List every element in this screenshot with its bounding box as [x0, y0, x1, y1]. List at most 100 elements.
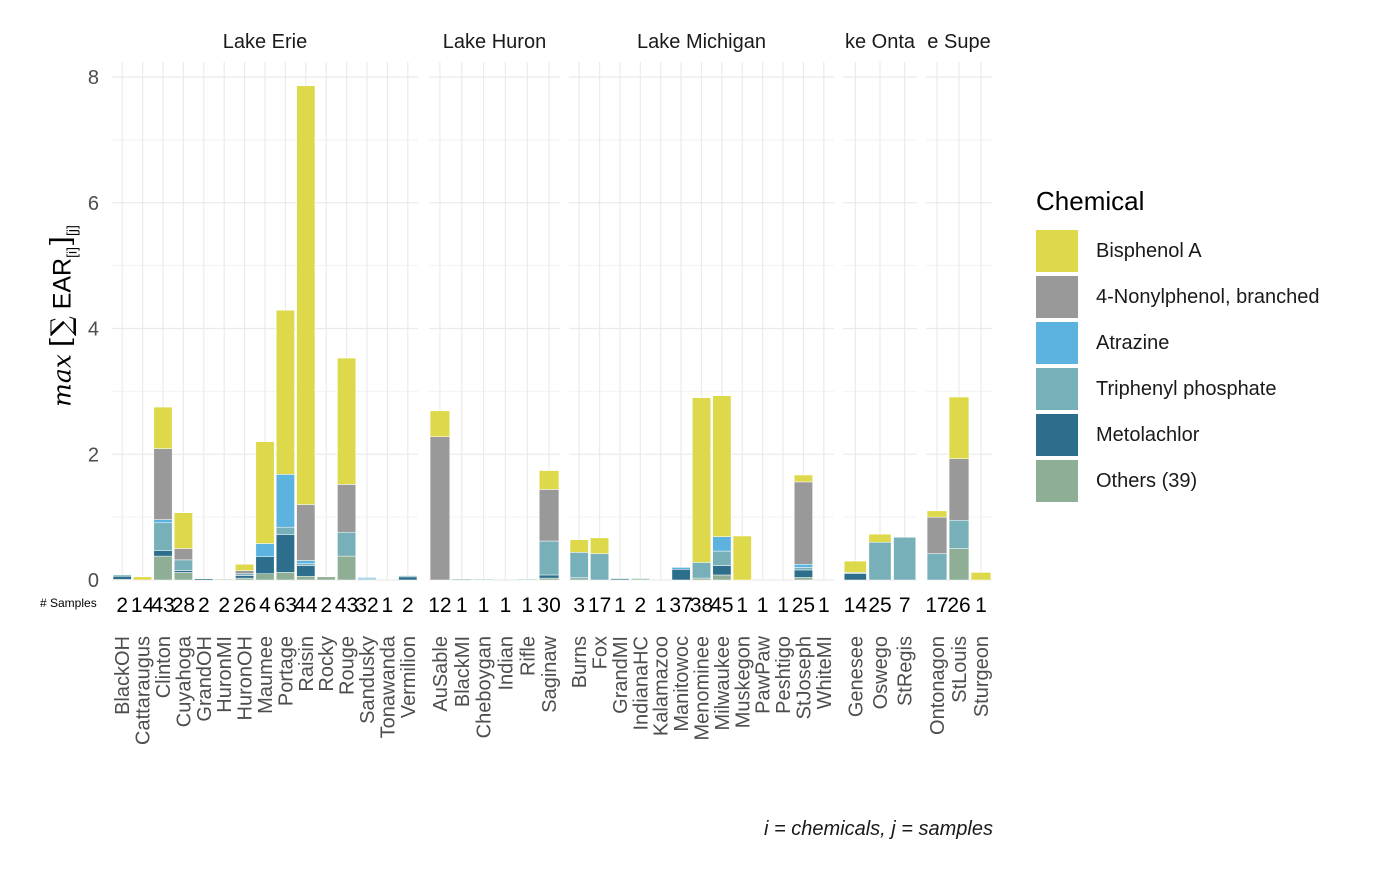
bar-segment: [194, 578, 214, 581]
x-tick-label: Vermilion: [398, 636, 420, 718]
bar-segment: [712, 395, 732, 537]
bar-segment: [275, 572, 295, 581]
bar-segment: [337, 484, 357, 533]
x-tick-label: Clinton: [153, 636, 175, 698]
x-tick-label: BlackOH: [112, 636, 134, 715]
sample-count: 63: [274, 594, 297, 617]
sample-count: 2: [320, 594, 332, 617]
legend-swatch: [1036, 460, 1078, 502]
bar-segment: [843, 560, 867, 573]
bar-segment: [173, 548, 193, 561]
bar-segment: [275, 310, 295, 475]
y-tick-label: 8: [88, 67, 99, 89]
bar-segment: [868, 533, 892, 543]
x-tick-label: Saginaw: [539, 635, 561, 712]
bar-segment: [794, 577, 813, 581]
bar-segment: [630, 577, 650, 580]
x-tick-label: WhiteMI: [814, 636, 836, 709]
bar-segment: [948, 396, 970, 459]
sample-count: 32: [355, 594, 378, 617]
x-tick-label: BlackMI: [452, 636, 474, 707]
legend-label: Atrazine: [1096, 331, 1170, 354]
y-tick-label: 2: [88, 444, 99, 466]
bar-segment: [610, 577, 630, 580]
bar-segment: [429, 436, 450, 581]
sample-count: 2: [402, 594, 414, 617]
bar-segment: [275, 534, 295, 573]
bar-segment: [153, 448, 173, 520]
bar-segment: [451, 578, 472, 580]
bar-segment: [235, 564, 255, 571]
x-tick-label: StJoseph: [793, 636, 815, 719]
bar-segment: [569, 552, 589, 578]
bar-segment: [173, 570, 193, 573]
bar-segment: [133, 576, 153, 581]
bar-segment: [712, 565, 732, 576]
sample-count: 17: [588, 594, 611, 617]
legend-label: Triphenyl phosphate: [1096, 377, 1277, 400]
bar-segment: [275, 474, 295, 528]
bar-segment: [296, 563, 316, 566]
bar-segment: [948, 458, 970, 521]
bar-segment: [843, 573, 867, 581]
sample-count: 25: [868, 594, 891, 617]
sample-count: 1: [975, 594, 987, 617]
facet-strip-label: Lake Huron: [443, 31, 546, 53]
sample-count: 30: [537, 594, 560, 617]
sample-count: 12: [428, 594, 451, 617]
sample-count: 38: [690, 594, 713, 617]
bar-segment: [517, 579, 538, 581]
bar-segment: [948, 548, 970, 581]
bar-segment: [712, 550, 732, 566]
sample-count: 1: [818, 594, 830, 617]
y-tick-label: 6: [88, 193, 99, 215]
x-tick-label: Cuyahoga: [173, 635, 195, 727]
x-tick-label: Milwaukee: [712, 636, 734, 730]
bar-segment: [235, 570, 255, 574]
legend-swatch: [1036, 414, 1078, 456]
legend: Chemical Bisphenol A 4-Nonylphenol, branc…: [1036, 184, 1376, 504]
sample-count: 4: [259, 594, 271, 617]
bar-segment: [153, 519, 173, 524]
sample-count: 7: [899, 594, 911, 617]
bar-segment: [296, 575, 316, 581]
x-tick-label: PawPaw: [753, 635, 775, 713]
x-tick-label: Raisin: [296, 636, 318, 692]
bar-segment: [671, 567, 691, 570]
x-tick-label: Menominee: [692, 636, 714, 741]
facet-strip-label: e Supe: [927, 31, 990, 53]
sample-count: 28: [172, 594, 195, 617]
sample-count: 1: [614, 594, 626, 617]
sample-count: 1: [478, 594, 490, 617]
y-axis-label-close: ]: [44, 236, 78, 247]
facet-strip-label: Lake Michigan: [637, 31, 766, 53]
x-tick-label: GrandOH: [194, 636, 216, 722]
bar-segment: [590, 553, 610, 581]
bar-segment: [692, 577, 711, 581]
sample-count: 1: [736, 594, 748, 617]
x-tick-label: Cattaraugus: [133, 636, 155, 745]
y-axis-label-sub-j: [j]: [63, 225, 80, 237]
bar-segment: [970, 572, 992, 581]
sample-count: 25: [792, 594, 815, 617]
sample-count: 26: [233, 594, 256, 617]
x-tick-label: AuSable: [430, 636, 452, 712]
bar-segment: [112, 574, 132, 577]
bar-segment: [539, 577, 560, 581]
sample-count: 1: [456, 594, 468, 617]
legend-swatch: [1036, 230, 1078, 272]
x-tick-label: HuronMI: [214, 636, 236, 713]
bar-segment: [539, 574, 560, 579]
bar-segment: [296, 504, 316, 561]
x-tick-label: Kalamazoo: [651, 636, 673, 736]
bar-segment: [692, 397, 711, 563]
legend-item: Bisphenol A: [1036, 228, 1376, 274]
bar-segment: [173, 559, 193, 571]
bar-segment: [732, 535, 752, 581]
facet-strip-label: Lake Erie: [223, 31, 308, 53]
legend-label: Others (39): [1096, 469, 1198, 492]
bar-segment: [590, 537, 610, 554]
x-tick-label: Cheboygan: [474, 636, 496, 738]
sample-count: 1: [777, 594, 789, 617]
